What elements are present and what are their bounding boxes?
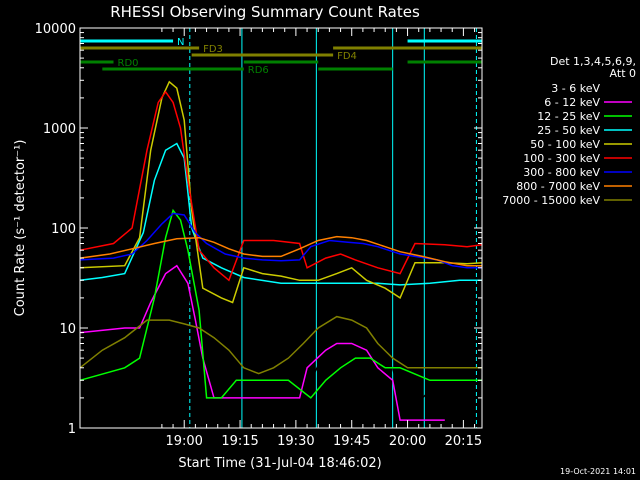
legend-label-6: 300 - 800 keV [523,166,600,179]
legend-label-4: 50 - 100 keV [530,138,600,151]
x-axis-label: Start Time (31-Jul-04 18:46:02) [178,456,381,471]
series-line-8 [79,315,482,375]
series-line-7 [79,235,482,267]
status-bar-label-0: N [177,37,184,48]
x-tick-label-5: 20:15 [445,434,482,449]
y-tick-label-1: 10 [59,322,76,337]
x-tick-label-3: 19:45 [333,434,370,449]
y-tick-label-0: 1 [68,422,76,437]
legend-label-7: 800 - 7000 keV [516,180,600,193]
y-tick-label-3: 1000 [43,122,76,137]
x-tick-label-1: 19:15 [221,434,258,449]
series-line-3 [79,142,482,286]
series-line-2 [79,208,482,399]
legend-label-5: 100 - 300 keV [523,152,600,165]
legend-header-0: Det 1,3,4,5,6,9, [550,55,636,68]
x-tick-label-4: 20:00 [389,434,426,449]
status-bars: N FD3 FD4 RD0 RD6 [80,37,482,76]
status-bar-label-4: RD6 [248,65,269,76]
legend-header-1: Att 0 [610,67,636,80]
legend-label-8: 7000 - 15000 keV [502,194,600,207]
chart-title: RHESSI Observing Summary Count Rates [110,3,420,21]
timestamp: 19-Oct-2021 14:01 [560,467,636,476]
axes: 19:00 19:15 19:30 19:45 20:00 20:15 1 10 100 1000… [35,22,482,449]
legend-label-0: 3 - 6 keV [551,82,600,95]
status-bar-label-1: FD3 [203,44,223,55]
x-tick-label-0: 19:00 [165,434,202,449]
legend-label-1: 6 - 12 keV [544,96,600,109]
series-line-5 [79,90,483,282]
y-axis-label: Count Rate (s⁻¹ detector⁻¹) [13,140,28,317]
y-tick-label-4: 10000 [35,22,76,37]
series-line-1 [79,264,445,421]
series-line-6 [79,212,482,269]
status-bar-label-3: RD0 [118,58,139,69]
legend-label-3: 25 - 50 keV [537,124,600,137]
series-layer [79,80,483,421]
legend-label-2: 12 - 25 keV [537,110,600,123]
y-tick-label-2: 100 [51,222,76,237]
status-bar-label-2: FD4 [337,51,357,62]
x-tick-label-2: 19:30 [277,434,314,449]
